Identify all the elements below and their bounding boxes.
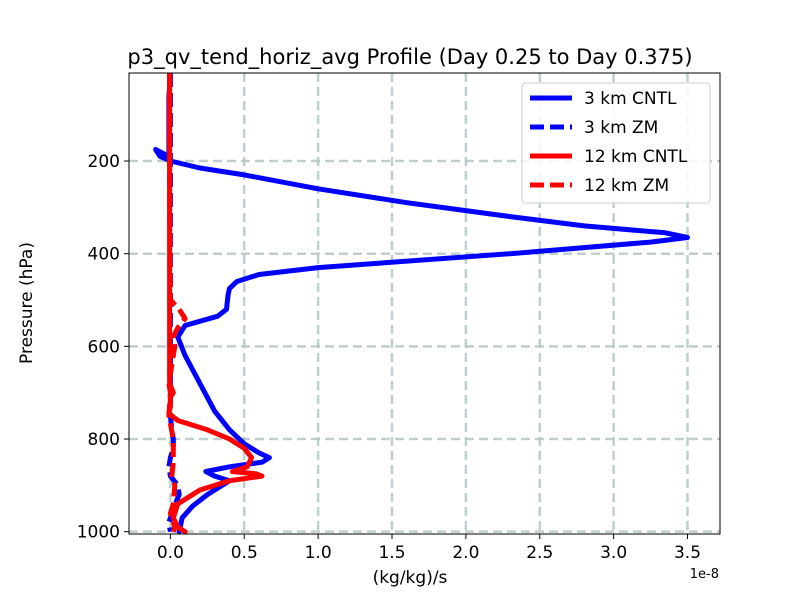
x-tick-label: 3.5 — [674, 543, 701, 563]
x-tick-label: 3.0 — [600, 543, 627, 563]
legend-box — [521, 82, 711, 204]
y-tick-label: 800 — [88, 430, 120, 450]
series-line-12-km-cntl — [166, 73, 265, 534]
y-axis-label: Pressure (hPa) — [17, 242, 37, 364]
y-tick-label: 200 — [88, 152, 120, 172]
y-tick-label: 600 — [88, 337, 120, 357]
x-tick-label: 0.0 — [157, 543, 184, 563]
legend-label-3-km-cntl: 3 km CNTL — [584, 89, 677, 109]
legend: 3 km CNTL 3 km ZM 12 km CNTL 12 km ZM — [521, 82, 711, 204]
series-line-12-km-zm — [166, 73, 188, 533]
legend-label-12-km-zm: 12 km ZM — [584, 176, 669, 196]
chart-title: p3_qv_tend_horiz_avg Profile (Day 0.25 t… — [127, 45, 692, 70]
series-layer — [153, 73, 690, 534]
x-offset-label: 1e-8 — [690, 567, 719, 582]
legend-label-12-km-cntl: 12 km CNTL — [584, 147, 688, 167]
y-tick-label: 400 — [88, 245, 120, 265]
y-tick-label: 1000 — [77, 523, 120, 543]
x-tick-label: 1.5 — [378, 543, 405, 563]
tick-layer: 0.0 0.5 1.0 1.5 2.0 2.5 3.0 3.5 200 400 600 800 1000 — [77, 152, 701, 563]
x-tick-label: 1.0 — [305, 543, 332, 563]
legend-label-3-km-zm: 3 km ZM — [584, 118, 658, 138]
x-tick-label: 2.0 — [452, 543, 479, 563]
series-line-3-km-zm — [166, 73, 182, 533]
x-tick-label: 2.5 — [526, 543, 553, 563]
x-tick-label: 0.5 — [231, 543, 258, 563]
plot-frame — [128, 72, 721, 535]
x-axis-label: (kg/kg)/s — [373, 568, 448, 588]
